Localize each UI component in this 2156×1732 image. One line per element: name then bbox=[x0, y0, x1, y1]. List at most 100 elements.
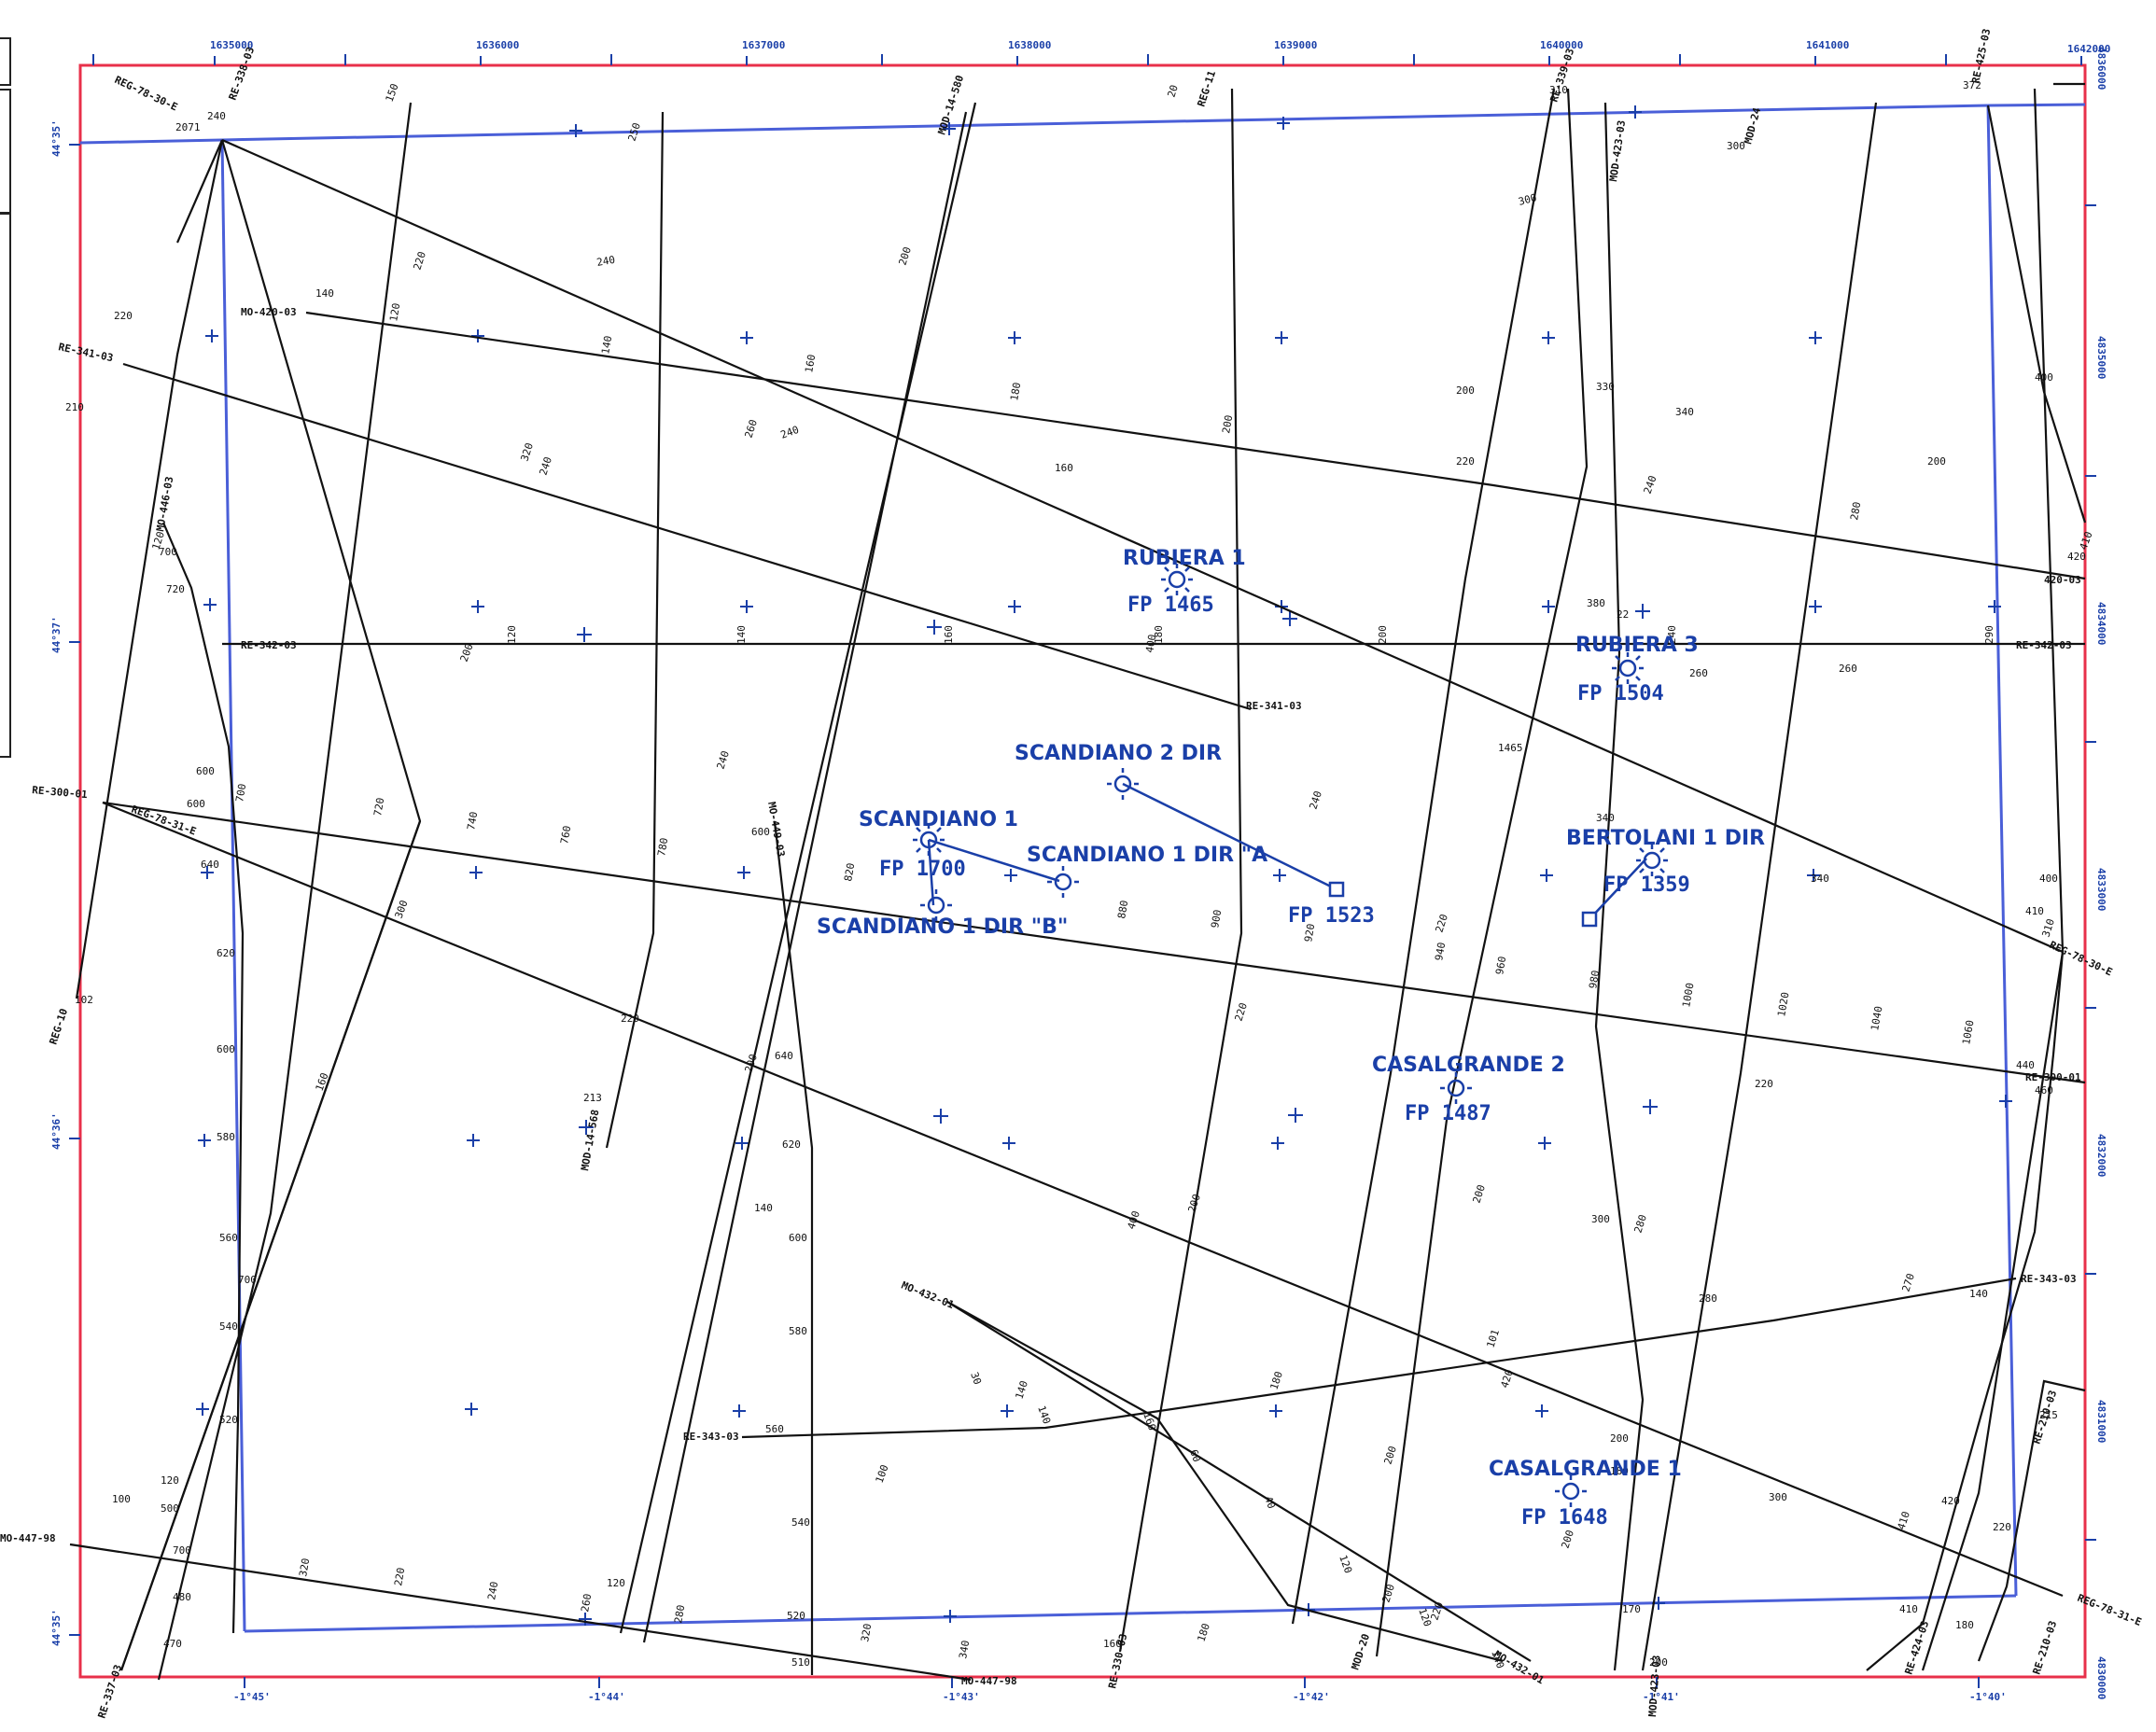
coord-bottom-5: -1°40' bbox=[1969, 1691, 2007, 1703]
well-scandiano-1[interactable]: SCANDIANO 1 FP 1700 bbox=[859, 808, 1018, 881]
svg-text:700: 700 bbox=[173, 1544, 191, 1557]
svg-text:180: 180 bbox=[1955, 1619, 1974, 1631]
svg-text:400: 400 bbox=[1143, 634, 1158, 654]
shotpoint-labels: 240 2071 150 250 20 310 372 300 220 240 20… bbox=[65, 79, 2095, 1670]
svg-text:260: 260 bbox=[1839, 663, 1857, 675]
coord-left-2: 44°36' bbox=[50, 1112, 63, 1150]
well-name: RUBIERA 3 bbox=[1575, 634, 1699, 657]
svg-text:120: 120 bbox=[1416, 1607, 1434, 1628]
svg-text:260: 260 bbox=[579, 1593, 594, 1613]
svg-text:RE-343-03: RE-343-03 bbox=[683, 1431, 739, 1443]
svg-text:600: 600 bbox=[217, 1043, 235, 1055]
svg-text:240: 240 bbox=[1307, 789, 1324, 811]
svg-text:220: 220 bbox=[1428, 1600, 1446, 1622]
svg-text:240: 240 bbox=[595, 254, 616, 269]
well-scandiano-1-dir-b[interactable]: SCANDIANO 1 DIR "B" bbox=[817, 889, 1068, 939]
svg-text:520: 520 bbox=[787, 1610, 805, 1622]
svg-text:700: 700 bbox=[238, 1274, 257, 1286]
svg-text:1040: 1040 bbox=[1869, 1005, 1884, 1031]
svg-text:140: 140 bbox=[1035, 1404, 1053, 1426]
svg-text:300: 300 bbox=[1517, 191, 1538, 208]
svg-text:820: 820 bbox=[842, 862, 857, 883]
svg-text:MO-447-98: MO-447-98 bbox=[961, 1675, 1017, 1687]
svg-text:240: 240 bbox=[1666, 625, 1678, 644]
svg-text:1465: 1465 bbox=[1498, 742, 1523, 754]
svg-text:410: 410 bbox=[2078, 530, 2095, 552]
svg-text:340: 340 bbox=[957, 1640, 972, 1660]
coord-top-2: 1637000 bbox=[742, 39, 785, 51]
svg-text:400: 400 bbox=[2039, 873, 2058, 885]
svg-text:400: 400 bbox=[1125, 1209, 1142, 1231]
well-name: SCANDIANO 1 DIR "B" bbox=[817, 915, 1068, 939]
svg-text:460: 460 bbox=[2035, 1084, 2053, 1096]
well-name: SCANDIANO 1 bbox=[859, 808, 1018, 831]
svg-text:200: 200 bbox=[896, 245, 914, 267]
svg-text:410: 410 bbox=[1899, 1603, 1918, 1615]
svg-text:RE-300-01: RE-300-01 bbox=[32, 784, 89, 801]
well-name: RUBIERA 1 bbox=[1123, 547, 1246, 570]
svg-text:160: 160 bbox=[1103, 1638, 1122, 1650]
bottom-coordinates: -1°45' -1°44' -1°43' -1°42' -1°41' -1°40… bbox=[233, 1691, 2007, 1703]
svg-text:RE-337-03: RE-337-03 bbox=[95, 1663, 124, 1720]
right-coordinates: 4836000 4835000 4834000 4833000 4832000 … bbox=[2095, 47, 2107, 1699]
permit-boundary bbox=[79, 103, 2086, 1633]
svg-text:120: 120 bbox=[149, 530, 167, 552]
svg-text:200: 200 bbox=[742, 1053, 760, 1074]
svg-text:RE-300-01: RE-300-01 bbox=[2025, 1071, 2081, 1083]
svg-text:200: 200 bbox=[1927, 455, 1946, 468]
well-fp: FP 1523 bbox=[1288, 904, 1375, 928]
svg-text:960: 960 bbox=[1493, 956, 1508, 976]
coord-top-5: 1640000 bbox=[1540, 39, 1583, 51]
coord-bottom-1: -1°44' bbox=[588, 1691, 625, 1703]
svg-text:240: 240 bbox=[485, 1581, 500, 1601]
svg-text:150: 150 bbox=[384, 82, 401, 104]
map-frame bbox=[78, 63, 2087, 1679]
well-casalgrande-2[interactable]: CASALGRANDE 2 FP 1487 bbox=[1372, 1054, 1565, 1125]
coord-right-2: 4834000 bbox=[2095, 602, 2107, 645]
svg-text:1020: 1020 bbox=[1775, 991, 1791, 1017]
svg-text:220: 220 bbox=[392, 1567, 407, 1587]
well-fp: FP 1700 bbox=[879, 858, 966, 881]
svg-text:30: 30 bbox=[968, 1371, 984, 1387]
svg-text:740: 740 bbox=[465, 811, 480, 831]
coord-top-7: 1642000 bbox=[2067, 43, 2110, 55]
well-casalgrande-1[interactable]: CASALGRANDE 1 FP 1648 bbox=[1489, 1458, 1682, 1529]
well-scandiano-2-dir[interactable]: SCANDIANO 2 DIR FP 1523 bbox=[1015, 742, 1375, 928]
svg-text:410: 410 bbox=[1895, 1510, 1912, 1531]
svg-text:420: 420 bbox=[1941, 1495, 1960, 1507]
coord-right-5: 4831000 bbox=[2095, 1400, 2107, 1443]
well-rubiera-3[interactable]: RUBIERA 3 FP 1504 bbox=[1575, 634, 1699, 705]
svg-text:700: 700 bbox=[159, 546, 177, 558]
coord-right-3: 4833000 bbox=[2095, 868, 2107, 911]
svg-text:372: 372 bbox=[1963, 79, 1981, 91]
svg-text:140: 140 bbox=[315, 287, 334, 300]
svg-text:600: 600 bbox=[187, 798, 205, 810]
well-bertolani-1-dir[interactable]: BERTOLANI 1 DIR FP 1359 bbox=[1566, 827, 1765, 928]
svg-text:140: 140 bbox=[1013, 1379, 1030, 1401]
svg-text:REG-11: REG-11 bbox=[1195, 69, 1218, 108]
svg-text:1000: 1000 bbox=[1680, 982, 1696, 1008]
svg-text:22: 22 bbox=[1617, 608, 1629, 621]
svg-text:120: 120 bbox=[387, 302, 402, 323]
left-coordinates: 44°35' 44°37' 44°36' 44°35' bbox=[50, 119, 63, 1646]
seismic-lines bbox=[69, 82, 2087, 1682]
svg-text:180: 180 bbox=[1195, 1622, 1212, 1643]
svg-text:640: 640 bbox=[775, 1050, 793, 1062]
bottom-ticks bbox=[244, 1677, 1980, 1688]
svg-text:260: 260 bbox=[1689, 667, 1708, 679]
svg-text:220: 220 bbox=[1993, 1521, 2011, 1533]
svg-text:280: 280 bbox=[1631, 1213, 1649, 1235]
svg-text:200: 200 bbox=[1377, 625, 1389, 644]
svg-text:120: 120 bbox=[1337, 1554, 1354, 1575]
svg-text:580: 580 bbox=[789, 1325, 807, 1337]
svg-text:640: 640 bbox=[201, 859, 219, 871]
svg-text:100: 100 bbox=[874, 1463, 891, 1485]
well-rubiera-1[interactable]: RUBIERA 1 FP 1465 bbox=[1123, 547, 1246, 617]
svg-text:560: 560 bbox=[765, 1423, 784, 1435]
svg-text:300: 300 bbox=[393, 899, 411, 920]
well-scandiano-1-dir-a[interactable]: SCANDIANO 1 DIR "A bbox=[1027, 844, 1267, 898]
svg-text:160: 160 bbox=[314, 1071, 331, 1093]
svg-text:920: 920 bbox=[1302, 923, 1317, 943]
well-name: CASALGRANDE 1 bbox=[1489, 1458, 1682, 1481]
left-ticks bbox=[69, 144, 80, 1636]
